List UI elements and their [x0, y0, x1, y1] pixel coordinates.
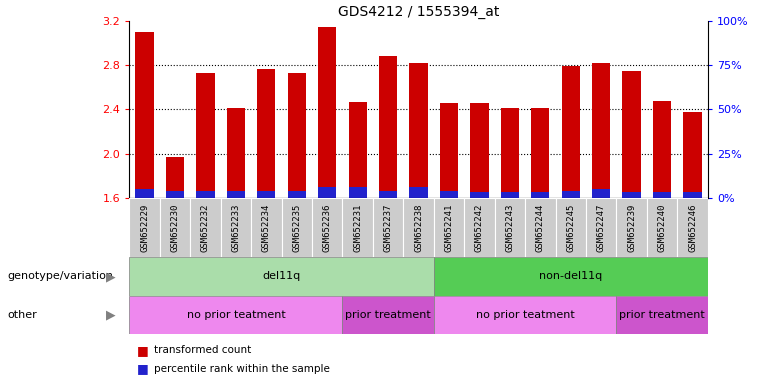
Bar: [434, 198, 464, 257]
Bar: [227, 108, 245, 198]
Bar: [135, 189, 154, 198]
Bar: [586, 198, 616, 257]
Bar: [349, 187, 367, 198]
Text: GSM652244: GSM652244: [536, 204, 545, 252]
Text: del11q: del11q: [263, 271, 301, 281]
Bar: [257, 190, 275, 198]
Bar: [464, 198, 495, 257]
Bar: [562, 66, 580, 198]
Bar: [562, 190, 580, 198]
Text: non-del11q: non-del11q: [539, 271, 603, 281]
Bar: [409, 63, 428, 198]
Bar: [282, 198, 312, 257]
Text: GSM652241: GSM652241: [444, 204, 454, 252]
Bar: [196, 190, 215, 198]
Bar: [616, 296, 708, 334]
Text: ■: ■: [137, 362, 148, 375]
Text: GSM652235: GSM652235: [292, 204, 301, 252]
Text: GSM652242: GSM652242: [475, 204, 484, 252]
Text: no prior teatment: no prior teatment: [476, 310, 575, 320]
Bar: [373, 198, 403, 257]
Bar: [251, 198, 282, 257]
Bar: [616, 198, 647, 257]
Bar: [196, 73, 215, 198]
Bar: [312, 198, 342, 257]
Text: no prior teatment: no prior teatment: [186, 310, 285, 320]
Bar: [379, 56, 397, 198]
Bar: [592, 63, 610, 198]
Bar: [349, 102, 367, 198]
Text: percentile rank within the sample: percentile rank within the sample: [154, 364, 330, 374]
Text: other: other: [8, 310, 37, 320]
Bar: [409, 187, 428, 198]
Bar: [318, 187, 336, 198]
Bar: [677, 198, 708, 257]
Bar: [342, 296, 434, 334]
Bar: [379, 190, 397, 198]
Bar: [434, 257, 708, 296]
Text: GSM652239: GSM652239: [627, 204, 636, 252]
Text: ■: ■: [137, 344, 148, 357]
Bar: [592, 189, 610, 198]
Bar: [434, 296, 616, 334]
Text: GSM652230: GSM652230: [170, 204, 180, 252]
Bar: [653, 101, 671, 198]
Bar: [257, 69, 275, 198]
Bar: [531, 192, 549, 198]
Text: GSM652243: GSM652243: [505, 204, 514, 252]
Bar: [403, 198, 434, 257]
Bar: [622, 192, 641, 198]
Text: GSM652236: GSM652236: [323, 204, 332, 252]
Text: ▶: ▶: [106, 308, 115, 321]
Bar: [227, 190, 245, 198]
Text: prior treatment: prior treatment: [619, 310, 705, 320]
Bar: [653, 192, 671, 198]
Text: GSM652240: GSM652240: [658, 204, 667, 252]
Bar: [190, 198, 221, 257]
Bar: [129, 296, 342, 334]
Bar: [470, 192, 489, 198]
Bar: [166, 157, 184, 198]
Bar: [440, 190, 458, 198]
Text: prior treatment: prior treatment: [345, 310, 431, 320]
Bar: [166, 191, 184, 198]
Bar: [531, 108, 549, 198]
Text: GSM652238: GSM652238: [414, 204, 423, 252]
Bar: [221, 198, 251, 257]
Text: GSM652247: GSM652247: [597, 204, 606, 252]
Bar: [501, 192, 519, 198]
Text: transformed count: transformed count: [154, 345, 251, 355]
Bar: [525, 198, 556, 257]
Text: GSM652232: GSM652232: [201, 204, 210, 252]
Bar: [129, 198, 160, 257]
Bar: [683, 192, 702, 198]
Bar: [622, 71, 641, 198]
Bar: [470, 103, 489, 198]
Text: GSM652237: GSM652237: [384, 204, 393, 252]
Bar: [135, 32, 154, 198]
Text: GSM652229: GSM652229: [140, 204, 149, 252]
Bar: [318, 26, 336, 198]
Text: GSM652231: GSM652231: [353, 204, 362, 252]
Text: GSM652246: GSM652246: [688, 204, 697, 252]
Bar: [129, 257, 434, 296]
Bar: [501, 108, 519, 198]
Text: GSM652233: GSM652233: [231, 204, 240, 252]
Text: genotype/variation: genotype/variation: [8, 271, 113, 281]
Bar: [683, 112, 702, 198]
Bar: [647, 198, 677, 257]
Text: ▶: ▶: [106, 270, 115, 283]
Bar: [495, 198, 525, 257]
Bar: [288, 73, 306, 198]
Bar: [342, 198, 373, 257]
Text: GSM652245: GSM652245: [566, 204, 575, 252]
Bar: [160, 198, 190, 257]
Bar: [440, 103, 458, 198]
Bar: [556, 198, 586, 257]
Title: GDS4212 / 1555394_at: GDS4212 / 1555394_at: [338, 5, 499, 19]
Text: GSM652234: GSM652234: [262, 204, 271, 252]
Bar: [288, 190, 306, 198]
